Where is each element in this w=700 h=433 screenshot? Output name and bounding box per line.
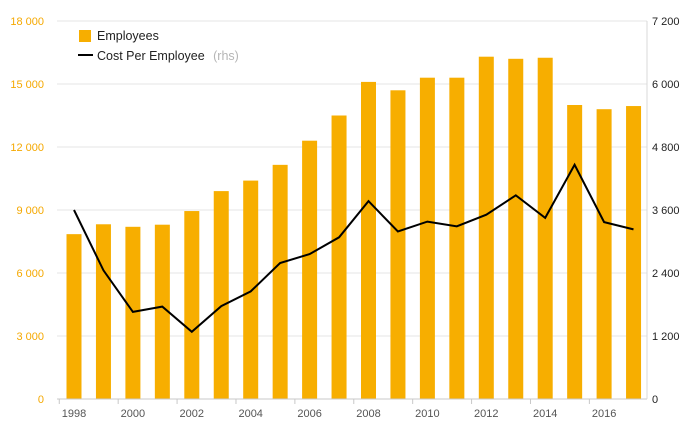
y-left-tick-label: 9 000	[16, 205, 44, 217]
x-tick-label: 2002	[180, 408, 204, 420]
bar-employees-2013	[508, 58, 524, 400]
legend-label-cost-per-employee: Cost Per Employee (rhs)	[97, 47, 239, 64]
x-tick-label: 2012	[474, 408, 498, 420]
y-left-tick-label: 15 000	[10, 79, 44, 91]
x-tick-label: 1998	[62, 408, 86, 420]
x-tick-label: 2010	[415, 408, 439, 420]
bar-employees-2009	[390, 90, 406, 400]
y-right-tick-label: 6 000	[652, 79, 680, 91]
y-left-tick-label: 3 000	[16, 331, 44, 343]
y-right-tick-label: 2 400	[652, 268, 680, 280]
y-right-tick-label: 4 800	[652, 142, 680, 154]
y-left-tick-label: 0	[38, 394, 44, 406]
bar-employees-2016	[596, 109, 612, 399]
bar-employees-2002	[184, 211, 200, 399]
legend-label-cost-text: Cost Per Employee	[97, 49, 205, 63]
legend: Employees Cost Per Employee (rhs)	[78, 29, 239, 64]
bar-employees-2017	[626, 106, 642, 400]
bar-employees-2008	[361, 81, 376, 400]
y-right-tick-label: 3 600	[652, 205, 680, 217]
bar-employees-2015	[567, 105, 583, 399]
x-tick-label: 2006	[297, 408, 321, 420]
y-left-tick-label: 12 000	[10, 142, 44, 154]
bar-employees-2007	[331, 115, 347, 399]
legend-label-employees: Employees	[97, 29, 159, 43]
grid-lines	[57, 20, 647, 337]
line-cost-per-employee	[73, 162, 634, 334]
bar-employees-2010	[419, 77, 435, 399]
y-right-tick-label: 7 200	[652, 16, 680, 28]
bar-employees-2006	[302, 140, 318, 399]
x-tick-label: 2016	[592, 408, 616, 420]
bar-employees-2014	[537, 57, 553, 399]
y-right-tick-label: 1 200	[652, 331, 680, 343]
bar-employees-2003	[213, 191, 229, 399]
y-right-tick-label: 0	[652, 394, 658, 406]
axes: 0 3 000 6 000 9 000 12 000 15 000 18 000 0 1 200…	[10, 16, 679, 420]
bar-employees-1999	[95, 224, 111, 399]
bar-employees-2005	[272, 164, 288, 399]
y-left-tick-label: 18 000	[10, 16, 44, 28]
x-tick-label: 2008	[356, 408, 380, 420]
y-left-tick-label: 6 000	[16, 268, 44, 280]
line-series-cost-per-employee	[73, 162, 634, 334]
bar-series-employees	[66, 56, 642, 400]
x-tick-label: 2004	[238, 408, 262, 420]
bar-employees-2012	[478, 56, 494, 399]
bar-employees-2001	[154, 224, 170, 399]
bar-employees-2004	[243, 180, 259, 399]
x-tick-label: 2000	[121, 408, 145, 420]
legend-label-rhs-note: (rhs)	[213, 49, 239, 63]
bar-employees-2011	[449, 77, 465, 399]
legend-swatch-employees	[79, 30, 91, 42]
bar-employees-1998	[66, 234, 82, 399]
x-tick-label: 2014	[533, 408, 557, 420]
